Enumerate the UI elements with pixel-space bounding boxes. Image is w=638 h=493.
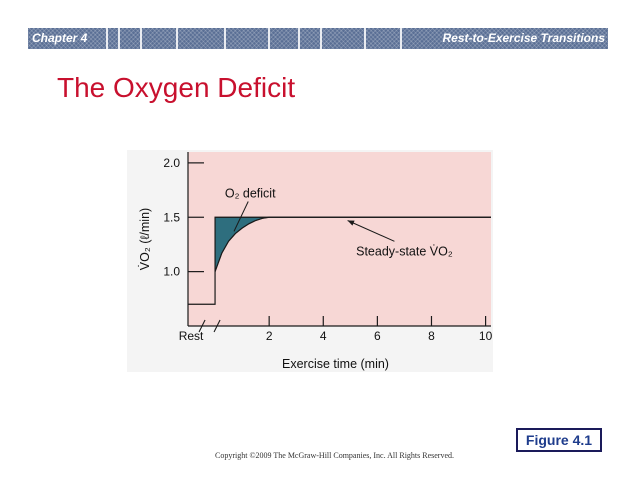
annotation-steady-state: Steady-state V̇O₂ [356, 244, 453, 258]
plot-background [188, 152, 491, 326]
annotation-arrow-shaft [347, 220, 395, 242]
x-axis-label: Exercise time (min) [282, 357, 389, 371]
header-banner: Chapter 4 Rest-to-Exercise Transitions [28, 28, 608, 49]
y-tick-label: 2.0 [163, 156, 180, 170]
vo2-response-line [214, 216, 491, 272]
oxygen-deficit-chart: 1.0 1.5 2.0 Rest 2 4 6 8 10 Exercise time (min) V̇… [138, 152, 493, 371]
y-tick-label: 1.0 [163, 265, 180, 279]
y-tick-label: 1.5 [163, 210, 180, 224]
x-tick-label: 8 [428, 329, 435, 343]
x-tick-label: 4 [320, 329, 327, 343]
x-tick-label: 6 [374, 329, 381, 343]
slide-title: The Oxygen Deficit [57, 72, 296, 103]
annotation-arrow-head [347, 220, 355, 226]
copyright-notice: Copyright ©2009 The McGraw-Hill Companie… [215, 451, 455, 460]
annotation-pointer [233, 201, 249, 232]
section-label: Rest-to-Exercise Transitions [442, 31, 606, 45]
x-tick-label: 2 [266, 329, 273, 343]
figure-label: Figure 4.1 [516, 428, 602, 452]
x-tick-label: Rest [179, 329, 204, 343]
axis-break-mark [198, 319, 206, 333]
y-axis-label: V̇O₂ (ℓ/min) [138, 208, 152, 270]
axis-break-mark [213, 319, 221, 333]
x-tick-label: 10 [479, 329, 493, 343]
annotation-oxygen-deficit: O₂ deficit [225, 187, 276, 201]
chapter-label: Chapter 4 [32, 31, 88, 45]
